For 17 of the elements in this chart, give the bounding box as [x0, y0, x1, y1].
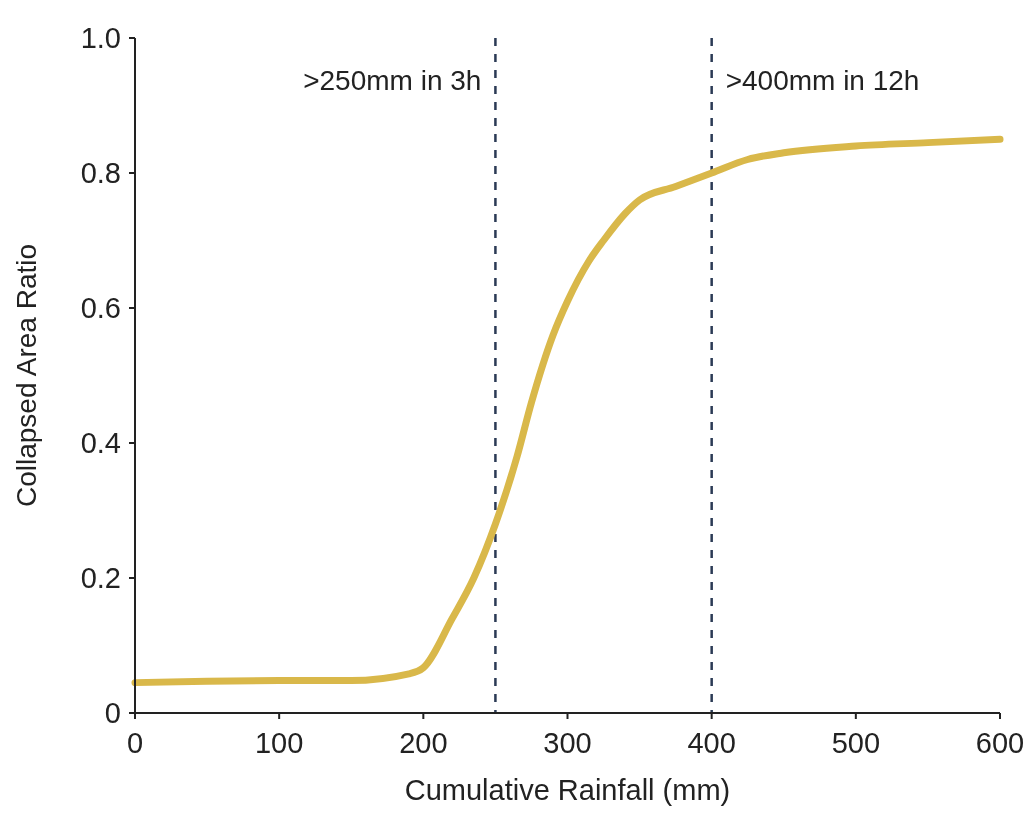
y-tick-label: 0.4 [80, 427, 121, 459]
y-tick-label: 0.8 [80, 157, 121, 189]
y-tick-label: 0 [104, 697, 121, 729]
y-tick-label: 0.2 [80, 562, 121, 594]
x-tick-label: 0 [126, 727, 144, 759]
y-tick-label: 0.6 [80, 292, 121, 324]
x-tick-label: 100 [254, 727, 304, 759]
y-axis-title: Collapsed Area Ratio [11, 243, 42, 508]
x-tick-label: 500 [831, 727, 881, 759]
x-tick-label: 400 [687, 727, 736, 759]
x-tick-label: 600 [975, 727, 1025, 759]
x-tick-label: 200 [399, 727, 448, 759]
y-tick-label: 1.0 [80, 22, 121, 54]
ref-line-label: >400mm in 12h [725, 65, 920, 96]
x-axis-title: Cumulative Rainfall (mm) [404, 774, 731, 806]
x-tick-label: 300 [543, 727, 592, 759]
ref-line-label: >250mm in 3h [303, 65, 482, 96]
